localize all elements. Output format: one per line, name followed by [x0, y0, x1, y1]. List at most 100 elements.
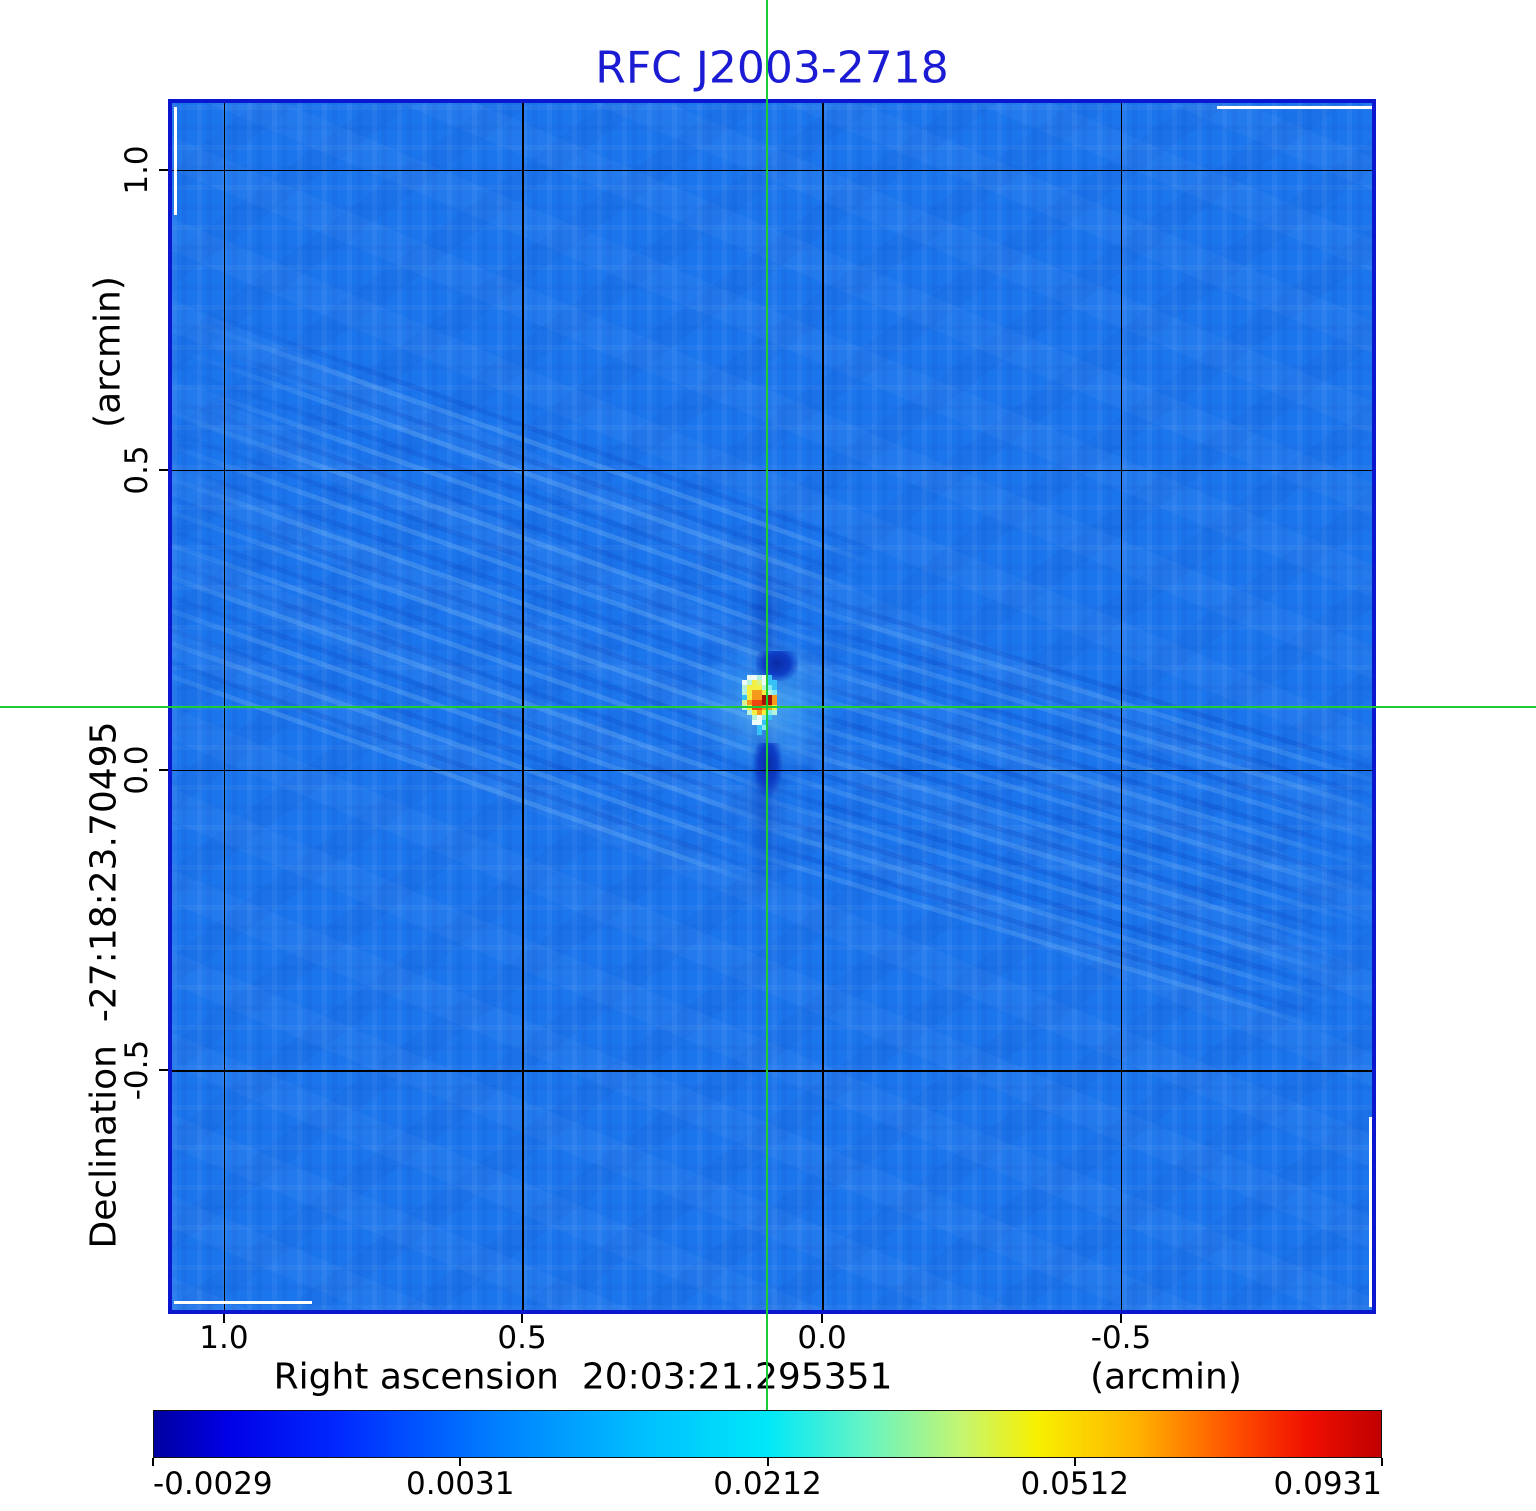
radio-map — [172, 103, 1372, 1310]
plot-title: RFC J2003-2718 — [595, 42, 949, 94]
source-pixel — [757, 725, 762, 730]
source-pixel — [752, 690, 757, 695]
gridline-horizontal — [172, 469, 1372, 472]
source-pixel — [767, 675, 772, 680]
source-pixel — [772, 680, 777, 685]
source-pixel — [757, 680, 762, 685]
y-axis-tick — [159, 168, 168, 171]
y-tick-label: 0.5 — [119, 445, 155, 495]
source-pixel — [767, 685, 772, 690]
colorbar-tick-label: 0.0931 — [1273, 1466, 1382, 1502]
colorbar-tick — [1381, 1458, 1383, 1466]
source-pixel — [747, 700, 752, 705]
source-pixel — [757, 730, 762, 735]
source-pixel — [747, 695, 752, 700]
blanked-edge-bottom-left — [174, 1301, 312, 1304]
source-pixel — [762, 690, 767, 695]
x-tick-label: -0.5 — [1090, 1320, 1152, 1356]
source-pixel — [757, 695, 762, 700]
gridline-horizontal — [172, 1070, 1372, 1072]
source-pixel — [747, 690, 752, 695]
source-pixel — [762, 680, 767, 685]
x-axis-tick — [521, 1314, 524, 1323]
blanked-edge-left — [174, 107, 177, 215]
x-tick-label: 1.0 — [199, 1320, 249, 1356]
colorbar-tick — [152, 1458, 154, 1466]
source-pixel — [772, 695, 777, 700]
gridline-horizontal — [172, 169, 1372, 172]
source-pixel — [742, 680, 747, 685]
x-axis-unit: (arcmin) — [1090, 1356, 1242, 1398]
source-pixel — [767, 680, 772, 685]
x-tick-label: 0.0 — [797, 1320, 847, 1356]
source-pixel — [757, 710, 762, 715]
source-pixel — [757, 690, 762, 695]
colorbar-tick-label: 0.0031 — [406, 1466, 515, 1502]
source-pixel — [747, 710, 752, 715]
colorbar-tick-label: -0.0029 — [153, 1466, 273, 1502]
source-pixel — [767, 690, 772, 695]
source-pixel — [752, 675, 757, 680]
source-pixel — [747, 675, 752, 680]
source-pixel — [742, 690, 747, 695]
y-tick-label: 0.0 — [119, 745, 155, 795]
source-pixel — [767, 710, 772, 715]
blanked-edge-top-right — [1217, 106, 1372, 109]
source-pixel — [752, 680, 757, 685]
source-pixel — [767, 695, 772, 700]
source-pixel — [757, 700, 762, 705]
source-pixel — [762, 715, 767, 720]
source-pixel — [762, 720, 767, 725]
source-pixel — [752, 685, 757, 690]
source-pixel — [757, 675, 762, 680]
y-axis-tick — [159, 768, 168, 771]
source-pixel — [752, 720, 757, 725]
colorbar-tick — [1073, 1458, 1076, 1466]
x-axis-tick — [222, 1314, 225, 1323]
source-pixel — [767, 715, 772, 720]
x-axis-label: Right ascension 20:03:21.295351 — [273, 1356, 893, 1398]
source-pixel — [772, 700, 777, 705]
y-tick-label: -0.5 — [119, 1039, 155, 1101]
colorbar-tick-label: 0.0212 — [713, 1466, 822, 1502]
crosshair-horizontal-line — [0, 705, 1536, 709]
y-axis-tick — [159, 1069, 168, 1072]
y-axis-tick — [159, 468, 168, 471]
colorbar-tick-label: 0.0512 — [1020, 1466, 1129, 1502]
plot-frame — [168, 99, 1376, 1314]
source-pixel — [752, 700, 757, 705]
x-tick-label: 0.5 — [497, 1320, 547, 1356]
source-pixel — [757, 720, 762, 725]
colorbar-tick — [766, 1458, 769, 1466]
crosshair-vertical-line — [765, 0, 769, 1410]
blanked-edge-right — [1369, 1117, 1372, 1307]
source-pixel — [747, 680, 752, 685]
x-axis-tick — [821, 1314, 824, 1323]
y-axis-label: Declination -27:18:23.70495 — [83, 721, 125, 1249]
colorbar — [153, 1410, 1382, 1458]
source-pixel — [742, 685, 747, 690]
source-pixel — [757, 685, 762, 690]
source-pixel — [762, 675, 767, 680]
source-pixel — [747, 685, 752, 690]
gridline-horizontal — [172, 769, 1372, 772]
source-pixel — [742, 695, 747, 700]
y-axis-unit: (arcmin) — [87, 276, 129, 428]
source-pixel — [772, 685, 777, 690]
x-axis-tick — [1119, 1314, 1122, 1323]
source-pixel — [742, 700, 747, 705]
colorbar-tick — [459, 1458, 462, 1466]
source-pixel — [762, 700, 767, 705]
source-pixel — [762, 710, 767, 715]
source-pixel — [752, 695, 757, 700]
source-pixel — [757, 715, 762, 720]
source-pixel — [772, 690, 777, 695]
source-pixel — [762, 695, 767, 700]
source-pixel — [762, 685, 767, 690]
source-pixel — [752, 710, 757, 715]
source-pixel — [772, 710, 777, 715]
source-pixel — [752, 715, 757, 720]
source-pixel — [762, 725, 767, 730]
source-pixel — [767, 700, 772, 705]
